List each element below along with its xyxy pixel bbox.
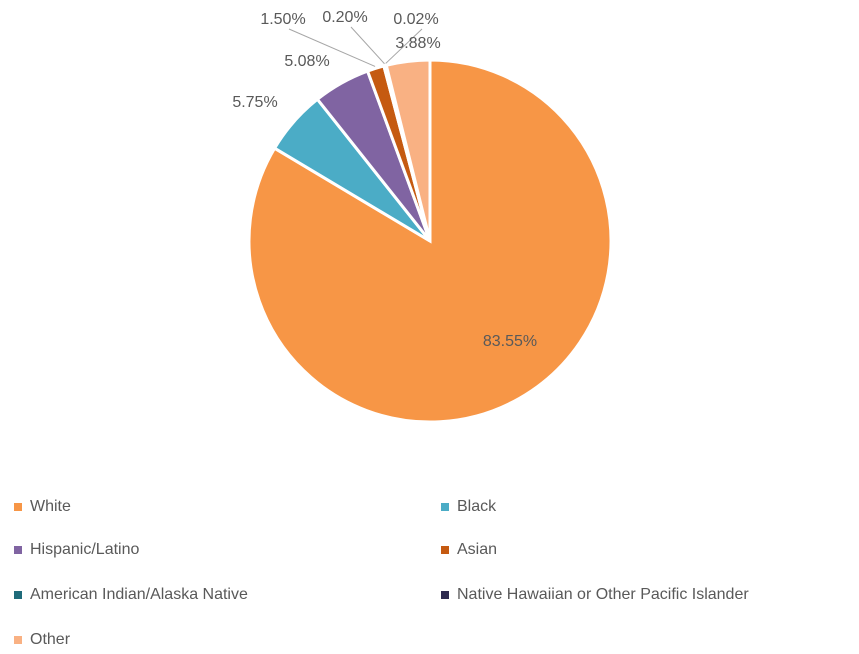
legend-swatch [441, 503, 449, 511]
data-label: 0.02% [393, 11, 438, 28]
data-label: 83.55% [483, 333, 537, 350]
data-label: 1.50% [260, 11, 305, 28]
legend-swatch [441, 591, 449, 599]
legend-swatch [441, 546, 449, 554]
legend-label: American Indian/Alaska Native [30, 586, 248, 603]
legend-swatch [14, 546, 22, 554]
legend-label: Black [457, 498, 497, 515]
data-label: 0.20% [322, 9, 367, 26]
leader-line [288, 28, 376, 67]
pie-slice [384, 58, 432, 242]
legend-label: Native Hawaiian or Other Pacific Islande… [457, 586, 749, 603]
legend-swatch [14, 636, 22, 644]
legend-label: Hispanic/Latino [30, 541, 140, 558]
data-label: 3.88% [395, 35, 440, 52]
data-label: 5.08% [284, 53, 329, 70]
legend-swatch [14, 503, 22, 511]
legend-label: White [30, 498, 71, 515]
legend-label: Other [30, 631, 71, 648]
data-label: 5.75% [232, 94, 277, 111]
leader-line [350, 26, 385, 65]
leader-line [385, 28, 423, 64]
legend-swatch [14, 591, 22, 599]
legend-label: Asian [457, 541, 497, 558]
